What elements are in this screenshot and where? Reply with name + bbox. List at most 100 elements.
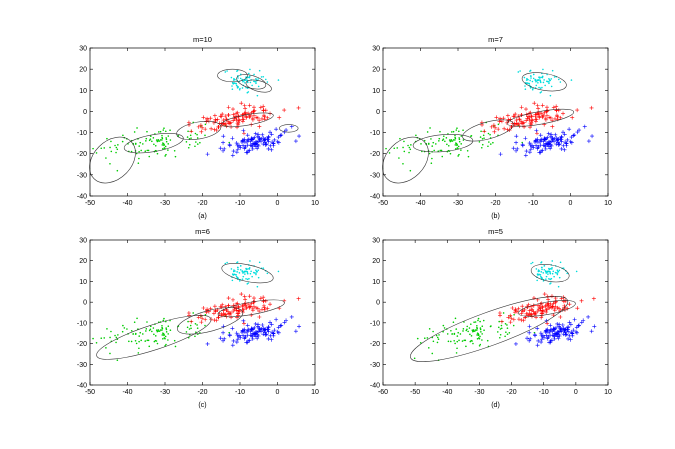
y-tick-label: 30	[372, 238, 380, 245]
cyan-point	[541, 75, 544, 78]
green-point	[164, 335, 167, 338]
blue-point	[539, 333, 544, 338]
green-point	[188, 328, 191, 330]
blue-point	[586, 314, 591, 319]
red-point	[236, 304, 241, 309]
green-point	[187, 146, 190, 149]
red-point	[529, 113, 534, 118]
cyan-point	[277, 270, 280, 273]
green-point	[122, 134, 124, 137]
red-point	[251, 105, 256, 110]
red-point	[529, 312, 534, 317]
subplot-a: m=10(a)-50 -40 -30 -20 -10 0 10-40-30-20-10010…	[77, 35, 319, 220]
cyan-point	[559, 81, 562, 83]
green-point	[109, 162, 111, 165]
cyan-point	[231, 279, 234, 282]
cyan-point	[244, 82, 246, 84]
red-point	[555, 114, 560, 119]
blue-point	[524, 149, 529, 154]
green-point	[145, 140, 147, 142]
green-point	[117, 144, 119, 146]
red-point	[514, 118, 519, 123]
red-point	[216, 315, 221, 320]
cyan-point	[249, 272, 252, 275]
red-point	[554, 104, 559, 109]
cyan-point	[536, 279, 538, 282]
green-point	[489, 325, 492, 328]
blue-point	[245, 143, 250, 148]
red-point	[263, 108, 268, 113]
red-point	[546, 297, 551, 302]
green-point	[432, 340, 435, 343]
green-point	[416, 337, 419, 340]
x-tick-label: 0	[574, 389, 578, 396]
green-point	[461, 340, 464, 342]
green-point	[443, 327, 446, 329]
red-point	[496, 127, 501, 132]
green-point	[199, 141, 201, 144]
red-point	[209, 126, 214, 131]
green-point	[403, 140, 405, 143]
cyan-point	[248, 266, 251, 269]
blue-point	[241, 128, 246, 133]
axes-frame	[89, 47, 316, 197]
blue-point	[235, 147, 240, 152]
blue-point	[562, 328, 567, 333]
red-point	[529, 122, 534, 127]
green-point	[470, 135, 472, 138]
x-tick-label: 10	[311, 389, 319, 396]
red-point	[254, 115, 259, 120]
blue-point	[241, 318, 246, 323]
cyan-point	[224, 71, 227, 73]
green-point	[165, 138, 168, 141]
red-point	[223, 114, 228, 119]
cyan-point	[226, 70, 228, 72]
x-tick-label: -60	[378, 389, 388, 396]
cyan-point	[535, 268, 538, 270]
cyan-point	[235, 82, 238, 85]
red-point	[558, 315, 563, 320]
red-point	[277, 115, 282, 120]
blue-point	[253, 131, 258, 136]
blue-point	[528, 143, 533, 148]
green-point	[456, 335, 459, 337]
blue-point	[250, 144, 255, 149]
blue-point	[222, 336, 227, 341]
green-point	[506, 327, 509, 329]
green-point	[149, 328, 152, 331]
blue-point	[241, 139, 246, 144]
green-point	[454, 134, 456, 137]
cyan-point	[566, 272, 568, 275]
subplot-title: m=5	[488, 227, 503, 236]
blue-point	[554, 325, 559, 330]
green-point	[442, 330, 444, 333]
blue-point	[278, 323, 283, 328]
blue-point	[234, 331, 239, 336]
blue-point	[579, 320, 584, 325]
green-point	[165, 328, 168, 331]
green-point	[427, 142, 430, 145]
green-point	[476, 324, 478, 327]
red-point	[233, 114, 238, 119]
red-point	[226, 113, 231, 118]
red-point	[265, 306, 270, 311]
cyan-point	[547, 273, 549, 275]
blue-point	[514, 148, 519, 153]
x-tick-label: -30	[474, 389, 484, 396]
green-point	[476, 337, 479, 340]
cyan-point	[262, 267, 265, 269]
green-point	[109, 146, 111, 149]
cyan-point	[540, 266, 543, 269]
blue-point	[566, 336, 571, 341]
cyan-point	[264, 78, 267, 81]
blue-point	[261, 326, 266, 331]
green-point	[498, 336, 501, 339]
red-point	[254, 305, 259, 310]
green-point	[159, 139, 162, 141]
cyan-point	[243, 80, 245, 82]
green-point	[195, 141, 197, 143]
blue-point	[557, 333, 562, 338]
cluster-ellipse	[412, 134, 474, 153]
green-point	[410, 144, 412, 146]
